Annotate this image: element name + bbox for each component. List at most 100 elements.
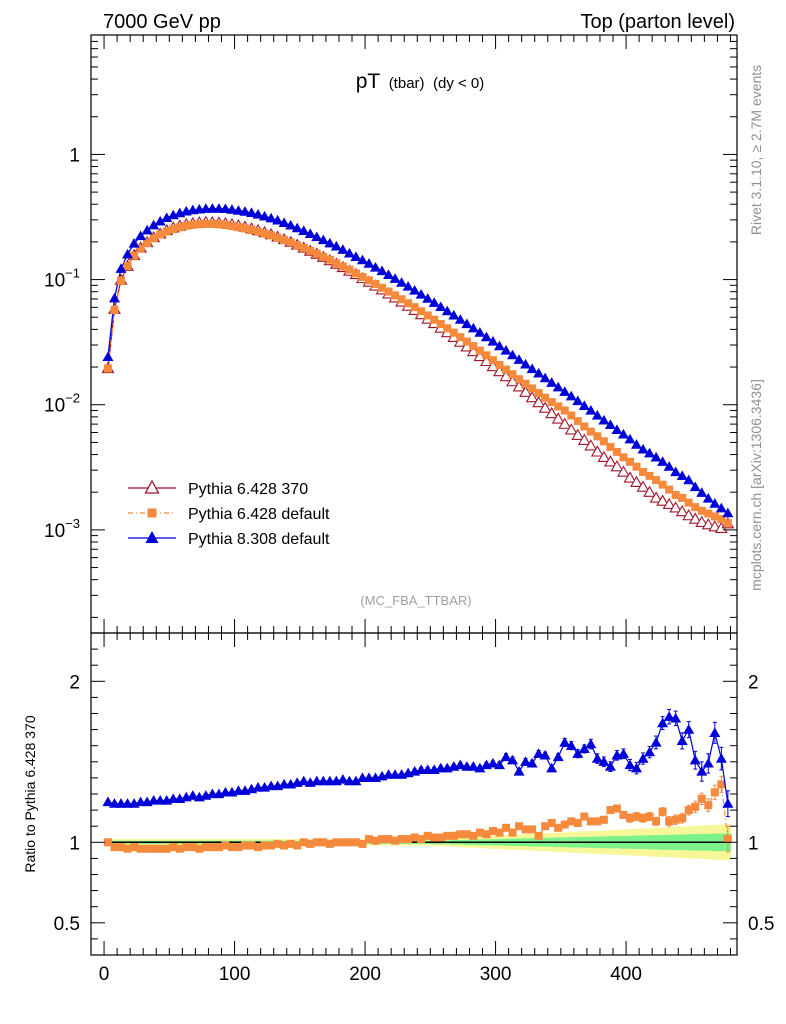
data-point-square [110,306,119,315]
data-point-triangle [533,367,545,378]
x-tick-label: 200 [349,964,381,985]
data-point-square [417,307,426,316]
data-point-square [169,225,178,234]
ratio-point-square [697,794,706,803]
data-point-triangle [246,207,258,218]
ratio-point-triangle [474,762,486,773]
ratio-point-square [404,835,413,844]
main-y-tick-label: 10−2 [44,391,80,417]
data-point-square [273,233,282,242]
data-point-triangle-open [603,455,617,467]
ratio-point-square [469,831,478,840]
data-point-triangle [546,377,558,387]
ratio-point-square [443,831,452,840]
ratio-point-square [247,841,256,850]
data-point-square [625,457,634,466]
data-point-square [188,220,197,229]
ratio-point-square [188,843,197,852]
data-point-triangle [539,372,551,383]
data-point-square [234,223,243,232]
data-point-square [502,365,511,374]
ratio-point-square [254,843,263,852]
data-point-triangle [161,212,173,223]
data-point-triangle [337,244,349,254]
data-point-triangle [252,209,264,219]
data-point-square [247,225,256,234]
data-point-triangle [311,231,323,242]
data-point-triangle [389,273,401,283]
data-point-triangle-open [571,428,585,440]
ratio-point-square [528,825,537,834]
ratio-point-square [201,843,210,852]
ratio-point-triangle [631,762,643,773]
ratio-point-square [580,812,589,821]
data-point-square [214,220,223,229]
data-point-triangle [409,284,421,295]
ratio-y-tick-label-right: 2 [748,672,759,693]
ratio-point-square [430,833,439,842]
data-point-triangle [474,327,486,337]
ratio-point-square [515,822,524,831]
ratio-point-square [371,836,380,845]
data-point-square [319,252,328,261]
ratio-point-square [704,801,713,810]
ratio-point-square [293,841,302,850]
data-point-triangle [617,428,629,439]
ratio-point-square [573,818,582,827]
ratio-point-square [606,806,615,815]
ratio-point-square [260,841,269,850]
ratio-point-square [149,844,158,853]
ratio-point-triangle [487,757,499,768]
data-point-square [286,238,295,247]
data-point-triangle [278,217,290,227]
ratio-point-square [723,835,732,844]
data-point-triangle [513,354,525,364]
data-point-triangle-open [558,417,572,429]
data-point-triangle [611,424,623,434]
legend-entry-p6-370: Pythia 6.428 370 [128,479,308,498]
data-point-square [149,234,158,243]
data-point-square [404,299,413,308]
ratio-point-square [502,823,511,832]
data-point-square [723,519,732,528]
x-tick-label: 300 [480,964,512,985]
data-point-square [456,333,465,342]
data-point-triangle [676,470,688,481]
ratio-point-square [123,844,132,853]
ratio-point-square [312,838,321,847]
data-point-square [325,255,334,264]
data-point-triangle-open [643,485,657,497]
data-point-square [254,227,263,236]
ratio-point-square [351,838,360,847]
ratio-point-square [691,802,700,811]
ratio-point-square [240,841,249,850]
ratio-point-triangle [559,736,571,747]
data-point-triangle [356,254,368,265]
data-point-triangle-open [610,460,624,472]
data-point-triangle [702,493,714,503]
data-point-triangle [102,351,114,362]
mcplots-side-label: mcplots.cern.ch [arXiv:1306.3436] [748,379,764,591]
ratio-point-square [410,833,419,842]
ratio-point-square [560,820,569,829]
legend-label-p8-default: Pythia 8.308 default [188,531,330,548]
data-point-square [182,221,191,230]
ratio-point-square [521,825,530,834]
ratio-point-square [449,831,458,840]
data-point-square [645,471,654,480]
ratio-point-square [678,814,687,823]
ratio-point-square [195,844,204,853]
header-left: 7000 GeV pp [103,11,221,33]
data-point-triangle-open [597,450,611,462]
ratio-marks [102,708,734,861]
ratio-point-square [658,807,667,816]
ratio-point-square [547,818,556,827]
ratio-point-square [175,844,184,853]
ratio-point-triangle [657,717,669,728]
data-point-triangle-open [682,509,696,521]
ratio-point-square [717,780,726,789]
ratio-point-square [619,810,628,819]
data-point-square [697,506,706,515]
data-point-square [704,509,713,518]
ratio-point-square [417,835,426,844]
